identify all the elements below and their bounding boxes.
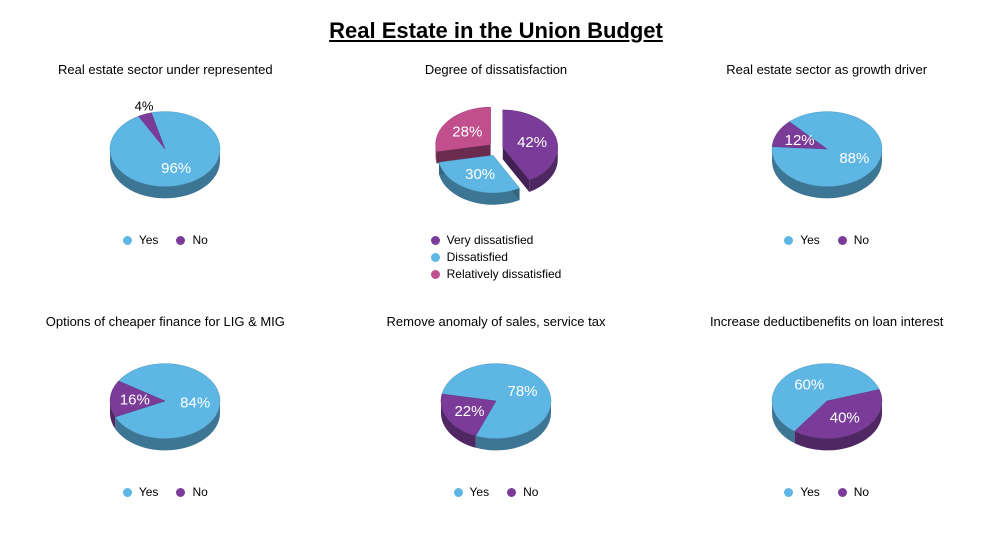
legend-item-yes: Yes xyxy=(784,485,820,499)
legend-label: Yes xyxy=(470,485,490,499)
chart-loan-interest: Increase deductibenefits on loan interes… xyxy=(661,304,992,556)
pie-chart: 60% 40% xyxy=(747,337,907,477)
chart-under-represented: Real estate sector under represented 96%… xyxy=(0,52,331,304)
chart-dissatisfaction: Degree of dissatisfaction 42% 30% 28% Very… xyxy=(331,52,662,304)
swatch-icon xyxy=(838,236,847,245)
chart-growth-driver: Real estate sector as growth driver 88% 1… xyxy=(661,52,992,304)
legend-item-no: No xyxy=(507,485,538,499)
svg-text:40%: 40% xyxy=(829,410,859,427)
swatch-icon xyxy=(431,236,440,245)
legend-label: No xyxy=(192,485,207,499)
swatch-icon xyxy=(176,236,185,245)
legend-label: Yes xyxy=(800,485,820,499)
chart-remove-tax: Remove anomaly of sales, service tax 78%… xyxy=(331,304,662,556)
page-title: Real Estate in the Union Budget xyxy=(0,0,992,52)
svg-text:60%: 60% xyxy=(794,376,824,393)
legend: Yes No xyxy=(784,233,869,247)
legend-item-no: No xyxy=(176,485,207,499)
legend-item-yes: Yes xyxy=(784,233,820,247)
swatch-icon xyxy=(454,488,463,497)
legend-item-very-dissatisfied: Very dissatisfied xyxy=(431,233,562,247)
svg-text:22%: 22% xyxy=(454,403,484,420)
svg-text:16%: 16% xyxy=(120,392,150,409)
chart-title: Remove anomaly of sales, service tax xyxy=(387,314,606,329)
pie-chart: 42% 30% 28% xyxy=(416,85,576,225)
legend: Yes No xyxy=(123,485,208,499)
svg-text:12%: 12% xyxy=(784,132,814,149)
svg-text:88%: 88% xyxy=(839,150,869,167)
pie-chart: 88% 12% xyxy=(747,85,907,225)
swatch-icon xyxy=(431,270,440,279)
chart-cheaper-finance: Options of cheaper finance for LIG & MIG… xyxy=(0,304,331,556)
legend-item-yes: Yes xyxy=(454,485,490,499)
charts-grid: Real estate sector under represented 96%… xyxy=(0,52,992,556)
legend-item-yes: Yes xyxy=(123,485,159,499)
svg-text:42%: 42% xyxy=(517,134,547,151)
legend-item-no: No xyxy=(838,485,869,499)
legend-label: Relatively dissatisfied xyxy=(447,267,562,281)
svg-text:4%: 4% xyxy=(135,98,154,113)
legend-item-yes: Yes xyxy=(123,233,159,247)
swatch-icon xyxy=(123,488,132,497)
legend-label: Dissatisfied xyxy=(447,250,508,264)
chart-title: Real estate sector under represented xyxy=(58,62,273,77)
swatch-icon xyxy=(507,488,516,497)
legend: Yes No xyxy=(784,485,869,499)
svg-text:30%: 30% xyxy=(465,166,495,183)
chart-title: Options of cheaper finance for LIG & MIG xyxy=(46,314,285,329)
swatch-icon xyxy=(784,488,793,497)
swatch-icon xyxy=(838,488,847,497)
legend-label: No xyxy=(192,233,207,247)
legend: Yes No xyxy=(123,233,208,247)
legend-item-no: No xyxy=(176,233,207,247)
chart-title: Increase deductibenefits on loan interes… xyxy=(710,314,943,329)
legend: Yes No xyxy=(454,485,539,499)
legend-item-dissatisfied: Dissatisfied xyxy=(431,250,562,264)
swatch-icon xyxy=(123,236,132,245)
chart-title: Degree of dissatisfaction xyxy=(425,62,567,77)
legend-label: No xyxy=(854,233,869,247)
svg-text:96%: 96% xyxy=(161,160,191,177)
legend-label: No xyxy=(854,485,869,499)
swatch-icon xyxy=(431,253,440,262)
legend-label: Very dissatisfied xyxy=(447,233,534,247)
svg-text:28%: 28% xyxy=(452,123,482,140)
svg-text:78%: 78% xyxy=(507,383,537,400)
svg-text:84%: 84% xyxy=(181,394,211,411)
pie-chart: 96% 4% xyxy=(85,85,245,225)
pie-chart: 78% 22% xyxy=(416,337,576,477)
legend-label: No xyxy=(523,485,538,499)
legend-label: Yes xyxy=(800,233,820,247)
chart-title: Real estate sector as growth driver xyxy=(726,62,927,77)
pie-chart: 84% 16% xyxy=(85,337,245,477)
legend: Very dissatisfied Dissatisfied Relativel… xyxy=(431,233,562,281)
legend-item-relatively-dissatisfied: Relatively dissatisfied xyxy=(431,267,562,281)
swatch-icon xyxy=(176,488,185,497)
legend-label: Yes xyxy=(139,233,159,247)
legend-item-no: No xyxy=(838,233,869,247)
swatch-icon xyxy=(784,236,793,245)
legend-label: Yes xyxy=(139,485,159,499)
